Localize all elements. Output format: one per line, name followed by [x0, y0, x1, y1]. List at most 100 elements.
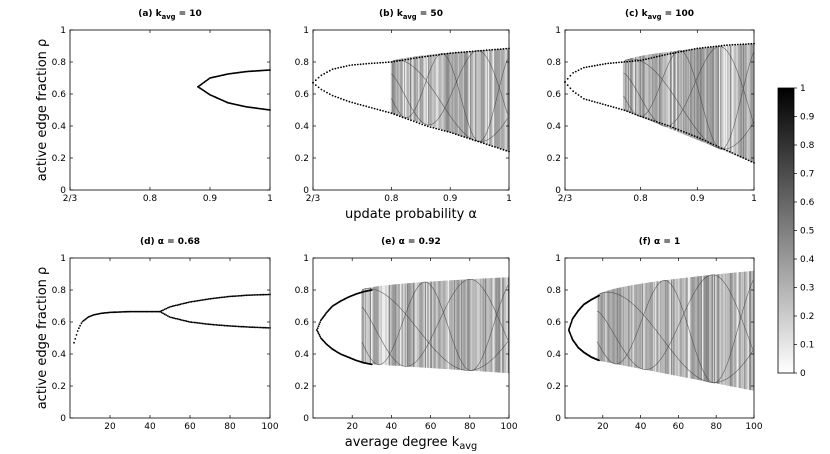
data-point: [176, 304, 179, 306]
data-point: [251, 294, 254, 296]
orbit-curve: [623, 46, 754, 127]
data-point: [466, 137, 468, 139]
data-point: [81, 320, 84, 323]
panel-f: 0 0.2 0.4 0.6 0.8 1 20 40 60 80 100 (f) α = 1: [547, 237, 763, 432]
data-point: [583, 66, 585, 69]
data-point: [376, 62, 379, 64]
data-point: [214, 297, 216, 300]
data-point: [426, 55, 429, 58]
data-point: [639, 115, 642, 118]
data-point: [672, 52, 674, 55]
panel-title: (d) α = 0.68: [140, 237, 200, 247]
data-point: [348, 64, 351, 67]
data-point: [435, 127, 438, 130]
colorbar-tick-label: 0.1: [800, 341, 814, 351]
data-point: [193, 300, 196, 303]
data-point: [599, 63, 601, 66]
data-point: [362, 104, 365, 107]
data-point: [666, 124, 669, 127]
data-point: [187, 301, 190, 304]
data-point: [685, 132, 688, 134]
data-point: [596, 101, 599, 104]
data-point: [214, 323, 216, 326]
data-point: [85, 317, 88, 320]
data-point: [262, 326, 265, 329]
data-point: [731, 152, 734, 154]
data-point: [704, 140, 707, 142]
data-point: [356, 103, 359, 105]
data-point: [601, 63, 604, 66]
data-point: [421, 123, 424, 126]
data-point: [206, 323, 209, 325]
data-point: [222, 324, 224, 327]
data-point: [585, 66, 588, 68]
data-point: [471, 138, 474, 141]
data-point: [593, 64, 596, 67]
data-point: [328, 93, 331, 95]
data-point: [496, 48, 499, 51]
y-tick-label: 1: [303, 254, 309, 264]
data-point: [370, 289, 373, 291]
data-point: [604, 62, 607, 65]
branch-2: [316, 329, 373, 366]
data-point: [485, 143, 488, 146]
data-point: [368, 106, 370, 108]
data-point: [245, 326, 248, 328]
data-point: [569, 74, 572, 77]
branch-2: [159, 293, 271, 313]
data-point: [240, 325, 243, 328]
data-point: [122, 311, 124, 313]
data-point: [387, 61, 390, 64]
data-point: [454, 133, 457, 136]
data-point: [502, 48, 505, 50]
x-axis-label: update probability α: [345, 207, 477, 222]
data-point: [505, 149, 508, 152]
data-point: [454, 51, 457, 54]
data-point: [217, 296, 220, 299]
data-point: [318, 323, 321, 326]
data-point: [200, 322, 202, 325]
branch-2: [312, 81, 510, 153]
y-tick-label: 0.6: [295, 90, 310, 100]
panel-grid: 0 0.2 0.4 0.6 0.8 1 2/3 0.8 0.9 1 (a) kavg = 10 act…: [35, 9, 763, 452]
data-point: [412, 57, 415, 60]
data-point: [620, 61, 623, 64]
data-point: [185, 320, 188, 323]
data-point: [245, 294, 248, 297]
data-point: [415, 121, 418, 124]
data-point: [468, 137, 471, 140]
y-tick-label: 0: [555, 186, 561, 196]
data-point: [167, 315, 169, 317]
orbit-curve: [623, 58, 754, 150]
plot-frame: [69, 257, 271, 419]
data-point: [340, 66, 342, 69]
panel-title: (f) α = 1: [639, 237, 681, 247]
data-point: [418, 122, 421, 125]
data-point: [477, 50, 480, 52]
data-point: [267, 293, 270, 296]
y-tick-label: 0.2: [52, 154, 66, 164]
data-point: [715, 45, 718, 48]
data-point: [488, 144, 491, 147]
data-point: [653, 56, 655, 59]
data-point: [212, 323, 215, 326]
branch-1: [312, 47, 510, 84]
data-point: [604, 104, 607, 106]
data-point: [225, 296, 227, 298]
data-point: [491, 48, 494, 51]
data-point: [457, 51, 460, 54]
data-point: [331, 94, 334, 97]
branch-1: [316, 289, 373, 331]
data-point: [477, 140, 480, 143]
data-point: [181, 303, 183, 305]
y-tick-label: 0.4: [295, 350, 310, 360]
data-point: [365, 62, 368, 65]
data-point: [407, 118, 410, 121]
data-point: [718, 45, 720, 47]
chaos-band: [596, 270, 754, 391]
orbit-curve: [391, 50, 508, 126]
x-tick-label: 0.8: [143, 194, 158, 204]
data-point: [460, 51, 463, 54]
branch-1: [73, 310, 161, 344]
data-point: [334, 95, 337, 98]
